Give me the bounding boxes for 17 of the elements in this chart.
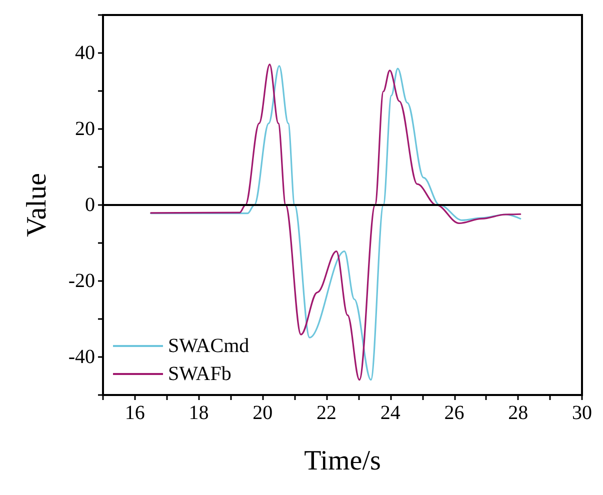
x-tick-label: 16 <box>124 402 145 424</box>
y-tick-label: -40 <box>68 346 95 368</box>
x-tick-label: 28 <box>508 402 528 424</box>
x-axis-title: Time/s <box>304 446 381 476</box>
x-tick-label: 30 <box>572 402 592 424</box>
x-tick-label: 18 <box>188 402 209 424</box>
x-tick-label: 22 <box>316 402 337 424</box>
y-tick-label: -20 <box>68 270 95 292</box>
x-tick-label: 26 <box>444 402 464 424</box>
y-axis-title: Value <box>22 173 52 237</box>
x-tick-label: 24 <box>380 402 400 424</box>
x-tick-label: 20 <box>252 402 273 424</box>
y-tick-label: 20 <box>75 118 95 140</box>
y-tick-label: 40 <box>75 42 95 64</box>
legend-label: SWACmd <box>168 335 250 357</box>
legend-label: SWAFb <box>168 363 232 385</box>
y-tick-label: 0 <box>85 194 95 216</box>
